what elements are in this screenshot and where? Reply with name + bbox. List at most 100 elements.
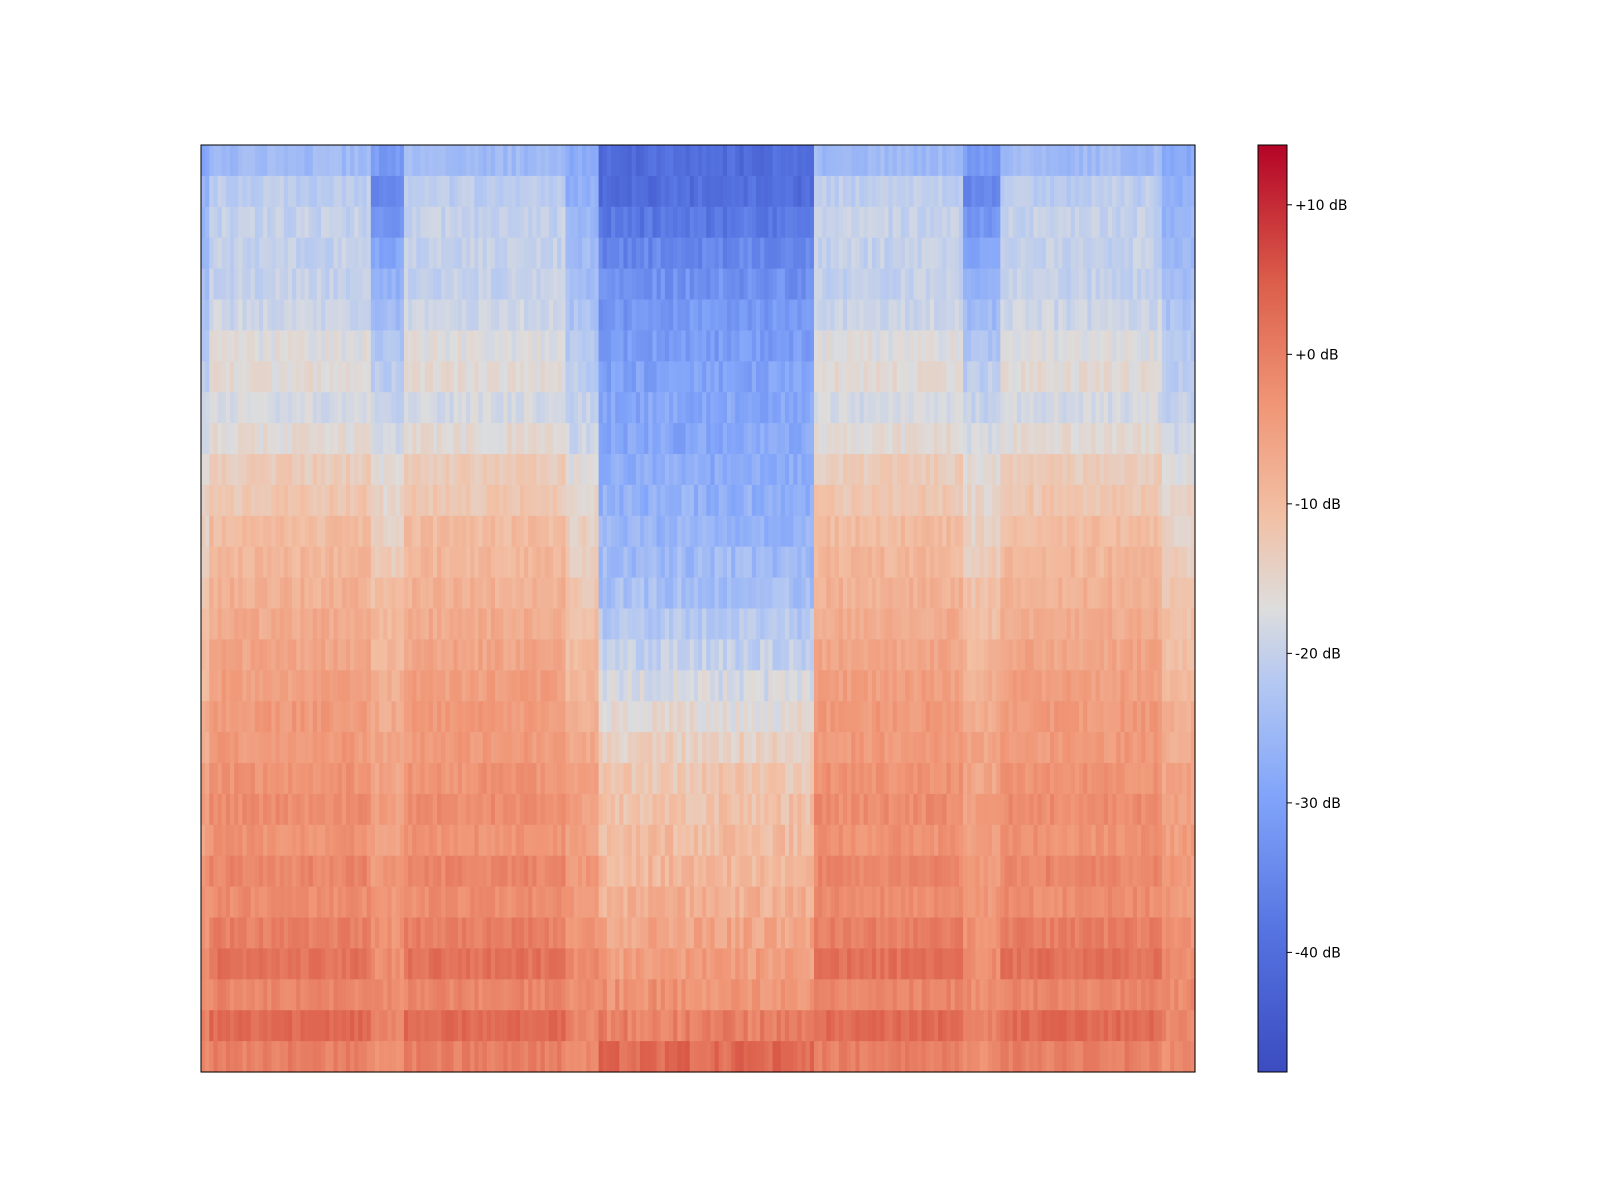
heatmap-cell xyxy=(760,237,765,270)
heatmap-cell xyxy=(213,145,219,177)
heatmap-cell xyxy=(329,268,335,301)
heatmap-cell xyxy=(507,608,513,640)
heatmap-cell xyxy=(441,670,446,702)
heatmap-cell xyxy=(677,948,683,980)
heatmap-cell xyxy=(532,763,538,795)
heatmap-cell xyxy=(685,330,691,362)
heatmap-cell xyxy=(225,824,231,857)
heatmap-cell xyxy=(379,608,384,640)
heatmap-cell xyxy=(598,299,604,331)
heatmap-cell xyxy=(623,917,629,949)
heatmap-cell xyxy=(325,824,330,857)
heatmap-cell xyxy=(374,515,380,548)
heatmap-cell xyxy=(267,454,273,486)
heatmap-cell xyxy=(308,701,314,733)
heatmap-cell xyxy=(751,423,757,455)
heatmap-cell xyxy=(350,546,355,579)
heatmap-cell xyxy=(582,824,587,857)
heatmap-cell xyxy=(677,917,683,949)
heatmap-cell xyxy=(594,793,600,826)
heatmap-cell xyxy=(809,855,815,888)
heatmap-cell xyxy=(627,145,633,177)
heatmap-cell xyxy=(784,948,790,980)
heatmap-cell xyxy=(515,299,521,331)
heatmap-cell xyxy=(515,454,521,486)
heatmap-cell xyxy=(412,268,417,301)
heatmap-cell xyxy=(743,268,749,301)
heatmap-cell xyxy=(619,1041,625,1073)
heatmap-cell xyxy=(399,763,405,795)
heatmap-cell xyxy=(437,701,442,733)
heatmap-cell xyxy=(474,732,480,764)
heatmap-cell xyxy=(341,639,347,671)
heatmap-cell xyxy=(805,299,811,331)
heatmap-cell xyxy=(755,515,761,548)
heatmap-cell xyxy=(279,206,285,239)
heatmap-cell xyxy=(466,639,471,671)
heatmap-cell xyxy=(739,546,745,579)
heatmap-cell xyxy=(698,886,703,919)
heatmap-cell xyxy=(432,546,438,579)
heatmap-cell xyxy=(876,639,881,671)
heatmap-cell xyxy=(254,237,260,270)
heatmap-cell xyxy=(544,948,550,980)
heatmap-cell xyxy=(350,423,355,455)
heatmap-cell xyxy=(652,577,658,610)
heatmap-cell xyxy=(573,793,579,826)
heatmap-cell xyxy=(449,824,455,857)
heatmap-cell xyxy=(225,948,231,980)
heatmap-cell xyxy=(304,237,310,270)
heatmap-cell xyxy=(681,824,687,857)
heatmap-cell xyxy=(772,670,778,702)
heatmap-cell xyxy=(474,330,480,362)
heatmap-cell xyxy=(474,546,480,579)
heatmap-cell xyxy=(842,639,848,671)
heatmap-cell xyxy=(644,1041,649,1073)
heatmap-cell xyxy=(267,979,273,1011)
heatmap-cell xyxy=(673,608,678,640)
heatmap-cell xyxy=(387,948,393,980)
heatmap-cell xyxy=(822,608,827,640)
heatmap-cell xyxy=(669,1010,674,1042)
heatmap-cell xyxy=(573,917,579,949)
heatmap-cell xyxy=(246,948,252,980)
heatmap-cell xyxy=(246,577,252,610)
heatmap-cell xyxy=(851,206,856,239)
heatmap-cell xyxy=(789,206,794,239)
heatmap-cell xyxy=(354,979,359,1011)
heatmap-cell xyxy=(490,175,496,208)
heatmap-cell xyxy=(441,454,446,486)
heatmap-cell xyxy=(221,577,227,610)
heatmap-cell xyxy=(611,670,616,702)
heatmap-cell xyxy=(801,1010,807,1042)
heatmap-cell xyxy=(316,484,322,517)
heatmap-cell xyxy=(399,454,405,486)
heatmap-cell xyxy=(217,423,223,455)
heatmap-cell xyxy=(797,330,803,362)
heatmap-cell xyxy=(478,948,484,980)
heatmap-cell xyxy=(623,1041,629,1073)
heatmap-cell xyxy=(689,855,695,888)
heatmap-cell xyxy=(582,515,587,548)
heatmap-cell xyxy=(528,1041,533,1073)
heatmap-cell xyxy=(867,330,873,362)
heatmap-cell xyxy=(789,361,794,393)
heatmap-cell xyxy=(602,392,608,424)
heatmap-cell xyxy=(395,701,401,733)
heatmap-cell xyxy=(379,1041,384,1073)
heatmap-cell xyxy=(635,237,641,270)
heatmap-cell xyxy=(250,824,256,857)
heatmap-cell xyxy=(867,361,873,393)
heatmap-cell xyxy=(834,577,840,610)
heatmap-cell xyxy=(565,639,571,671)
heatmap-cell xyxy=(441,1041,446,1073)
heatmap-cell xyxy=(631,763,637,795)
heatmap-cell xyxy=(387,1010,393,1042)
heatmap-cell xyxy=(470,299,475,331)
heatmap-cell xyxy=(275,237,281,270)
heatmap-cell xyxy=(714,484,720,517)
heatmap-cell xyxy=(412,392,417,424)
heatmap-cell xyxy=(466,979,471,1011)
heatmap-cell xyxy=(710,454,716,486)
spectrogram-heatmap xyxy=(201,145,1196,1073)
